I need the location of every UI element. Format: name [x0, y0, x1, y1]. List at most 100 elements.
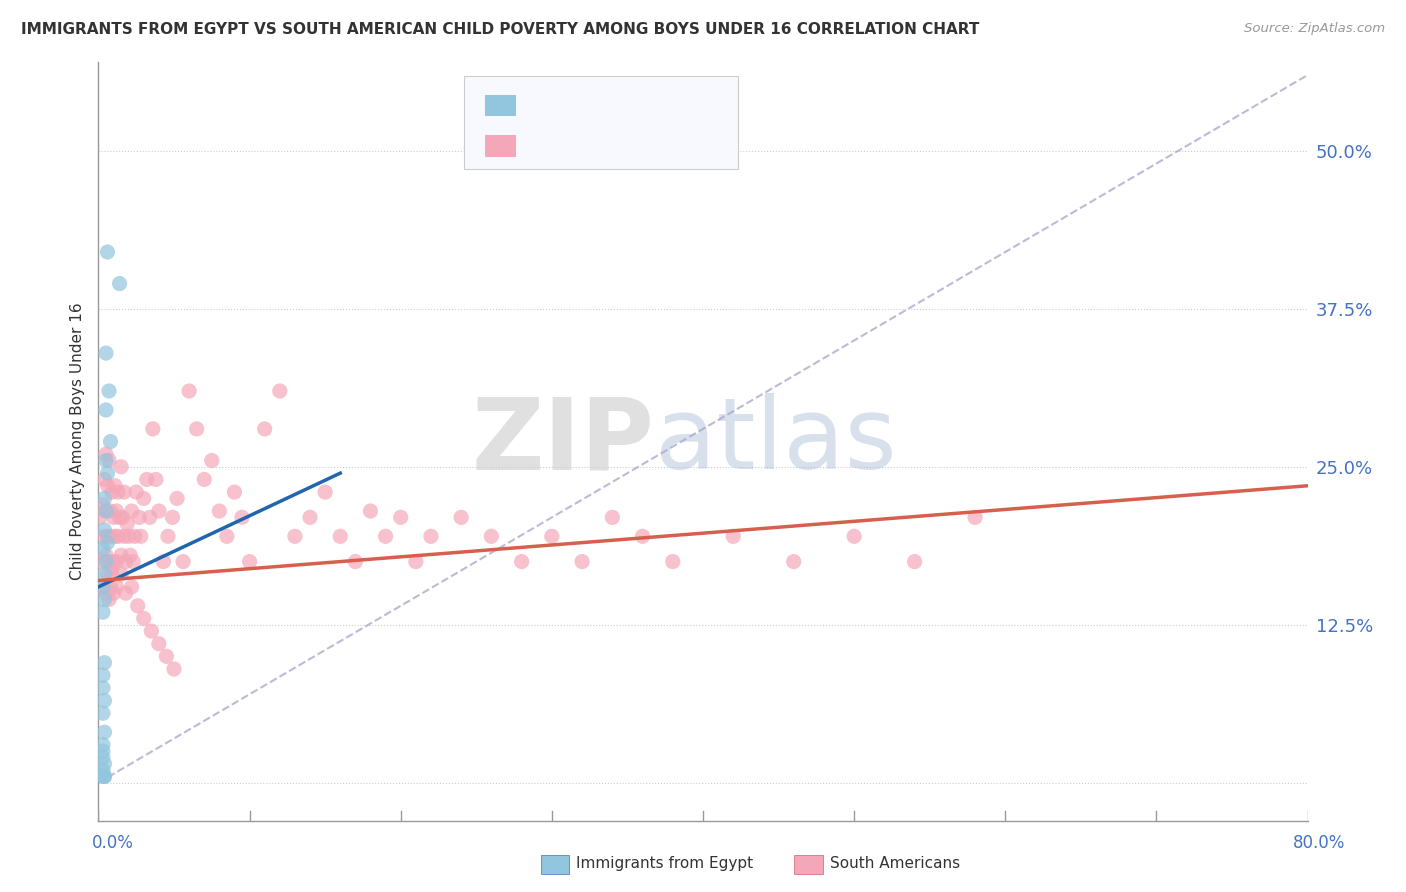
Point	[100, 434, 122, 449]
Point	[94, 453, 117, 467]
Point	[965, 510, 987, 524]
Point	[239, 555, 262, 569]
Point	[104, 529, 127, 543]
Point	[481, 529, 503, 543]
Point	[98, 555, 121, 569]
Text: atlas: atlas	[655, 393, 896, 490]
Point	[94, 555, 117, 569]
Point	[93, 769, 115, 783]
Point	[108, 277, 131, 291]
Point	[94, 346, 117, 360]
Point	[111, 510, 134, 524]
Point	[112, 529, 135, 543]
Text: 0.140: 0.140	[569, 96, 623, 115]
Point	[91, 706, 114, 721]
Point	[193, 473, 215, 487]
Point	[208, 504, 231, 518]
Point	[100, 580, 122, 594]
Point	[96, 529, 118, 543]
Point	[93, 491, 115, 506]
Text: R =: R =	[527, 96, 568, 115]
Point	[163, 662, 186, 676]
Point	[253, 422, 276, 436]
Point	[121, 580, 143, 594]
Point	[329, 529, 352, 543]
Point	[269, 384, 291, 398]
Point	[101, 485, 124, 500]
Point	[93, 656, 115, 670]
Point	[125, 485, 148, 500]
Point	[93, 567, 115, 582]
Point	[115, 516, 138, 531]
Point	[156, 529, 179, 543]
Point	[145, 473, 167, 487]
Point	[132, 611, 155, 625]
Point	[93, 592, 115, 607]
Point	[105, 555, 128, 569]
Point	[104, 479, 127, 493]
Point	[142, 422, 165, 436]
Point	[100, 529, 122, 543]
Point	[110, 548, 132, 563]
Point	[162, 510, 184, 524]
Point	[93, 523, 115, 537]
Point	[93, 529, 115, 543]
Point	[96, 535, 118, 549]
Text: ZIP: ZIP	[472, 393, 655, 490]
Point	[112, 485, 135, 500]
Point	[94, 586, 117, 600]
Point	[103, 586, 125, 600]
Point	[420, 529, 443, 543]
Text: IMMIGRANTS FROM EGYPT VS SOUTH AMERICAN CHILD POVERTY AMONG BOYS UNDER 16 CORREL: IMMIGRANTS FROM EGYPT VS SOUTH AMERICAN …	[21, 22, 980, 37]
Point	[94, 447, 117, 461]
Point	[91, 681, 114, 695]
Point	[93, 693, 115, 707]
Point	[631, 529, 654, 543]
Point	[107, 485, 129, 500]
Point	[374, 529, 396, 543]
Text: 0.116: 0.116	[569, 136, 623, 156]
Point	[94, 403, 117, 417]
Point	[98, 384, 121, 398]
Point	[844, 529, 866, 543]
Point	[172, 555, 194, 569]
Text: 106: 106	[659, 136, 695, 156]
Point	[93, 756, 115, 771]
Point	[135, 473, 157, 487]
Point	[101, 567, 124, 582]
Point	[155, 649, 177, 664]
Point	[215, 529, 238, 543]
Text: South Americans: South Americans	[830, 856, 960, 871]
Point	[141, 624, 163, 639]
Text: R =: R =	[527, 136, 568, 156]
Text: N =: N =	[623, 96, 665, 115]
Point	[114, 586, 136, 600]
Point	[91, 763, 114, 777]
Text: 32: 32	[659, 96, 689, 115]
Point	[118, 529, 141, 543]
Point	[110, 567, 132, 582]
Point	[105, 504, 128, 518]
Point	[96, 479, 118, 493]
Point	[540, 529, 562, 543]
Point	[101, 561, 124, 575]
Point	[314, 485, 336, 500]
Text: 0.0%: 0.0%	[91, 834, 134, 852]
Point	[91, 744, 114, 758]
Point	[105, 580, 128, 594]
Point	[91, 580, 114, 594]
Point	[129, 529, 152, 543]
Point	[299, 510, 322, 524]
Point	[152, 555, 174, 569]
Point	[723, 529, 745, 543]
Point	[91, 750, 114, 764]
Point	[783, 555, 806, 569]
Point	[148, 504, 170, 518]
Point	[91, 580, 114, 594]
Point	[93, 769, 115, 783]
Point	[96, 567, 118, 582]
Point	[661, 555, 683, 569]
Point	[108, 510, 131, 524]
Point	[284, 529, 307, 543]
Point	[148, 637, 170, 651]
